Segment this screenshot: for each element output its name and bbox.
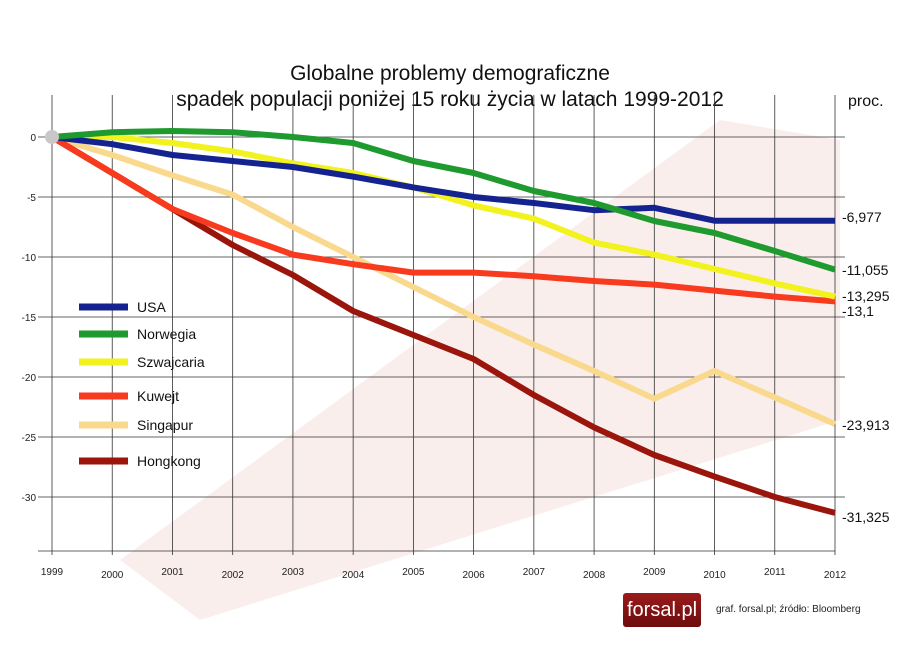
x-tick-label: 2000 <box>101 570 124 581</box>
legend-label: Hongkong <box>137 453 201 469</box>
x-tick-label: 2007 <box>523 567 546 578</box>
chart-title: Globalne problemy demograficzne <box>290 62 610 85</box>
end-label: -13,295 <box>842 288 890 304</box>
end-label: -11,055 <box>842 262 889 278</box>
x-tick-label: 2008 <box>583 570 606 581</box>
x-tick-label: 2004 <box>342 570 365 581</box>
end-label: -23,913 <box>842 417 890 433</box>
end-label: -6,977 <box>842 209 882 225</box>
x-tick-label: 2012 <box>824 570 847 581</box>
x-tick-label: 2010 <box>703 570 726 581</box>
legend-label: Singapur <box>137 417 193 433</box>
x-tick-label: 2011 <box>764 567 786 578</box>
source-note: graf. forsal.pl; źródło: Bloomberg <box>716 604 861 615</box>
x-tick-label: 2001 <box>161 567 184 578</box>
y-tick-label: -15 <box>22 313 37 324</box>
end-label: -13,1 <box>842 303 874 319</box>
unit-label: proc. <box>848 93 884 110</box>
origin-marker <box>45 130 59 144</box>
series-line-norwegia <box>51 128 836 273</box>
series-line-singapur <box>51 134 837 427</box>
chart-subtitle: spadek populacji poniżej 15 roku życia w… <box>176 88 724 111</box>
y-tick-label: 0 <box>30 133 36 144</box>
y-tick-label: -5 <box>27 193 36 204</box>
y-tick-label: -30 <box>22 493 37 504</box>
y-tick-label: -20 <box>22 373 37 384</box>
legend-label: Szwajcaria <box>137 354 205 370</box>
legend-label: Kuwejt <box>137 388 179 404</box>
y-tick-label: -10 <box>22 253 37 264</box>
x-tick-label: 2006 <box>462 570 485 581</box>
legend-label: USA <box>137 299 166 315</box>
end-label: -31,325 <box>842 509 890 525</box>
x-tick-label: 2005 <box>402 567 425 578</box>
x-tick-label: 1999 <box>41 567 64 578</box>
series-line-usa <box>51 134 835 224</box>
forsal-logo: forsal.pl <box>623 593 701 627</box>
background-decoration <box>120 120 840 620</box>
x-tick-label: 2009 <box>643 567 666 578</box>
y-tick-label: -25 <box>22 433 37 444</box>
x-tick-label: 2003 <box>282 567 305 578</box>
legend-label: Norwegia <box>137 326 196 342</box>
series-line-kuwejt <box>50 134 836 305</box>
series-line-szwajcaria <box>52 134 836 300</box>
x-tick-label: 2002 <box>222 570 245 581</box>
